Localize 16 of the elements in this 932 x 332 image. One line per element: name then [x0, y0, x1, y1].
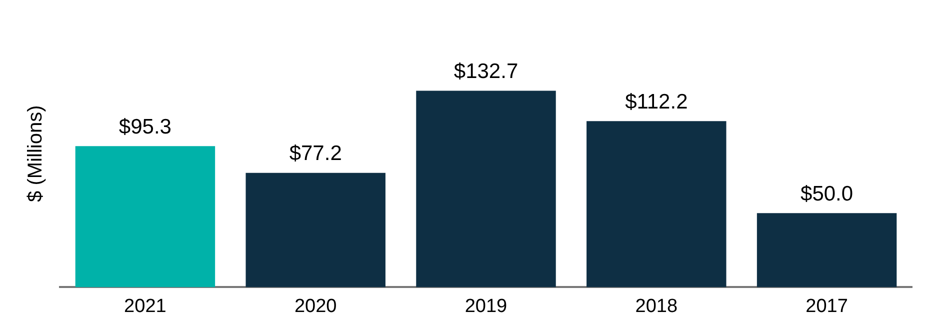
- bar: [756, 213, 897, 288]
- data-label: $95.3: [118, 115, 172, 138]
- bar: [75, 146, 216, 288]
- x-tick-label: 2020: [294, 296, 337, 317]
- data-label: $132.7: [454, 60, 518, 84]
- bar: [246, 172, 386, 288]
- bar: [416, 90, 556, 288]
- y-axis-title: $ (Millions): [24, 105, 47, 202]
- data-label: $77.2: [289, 142, 342, 166]
- data-label: $112.2: [625, 90, 688, 114]
- x-tick-label: 2018: [635, 296, 678, 317]
- bar: [586, 121, 726, 288]
- x-tick-label: 2021: [124, 296, 166, 317]
- data-label: $50.0: [800, 182, 854, 206]
- x-tick-label: 2019: [464, 296, 508, 317]
- x-tick-label: 2017: [806, 296, 848, 317]
